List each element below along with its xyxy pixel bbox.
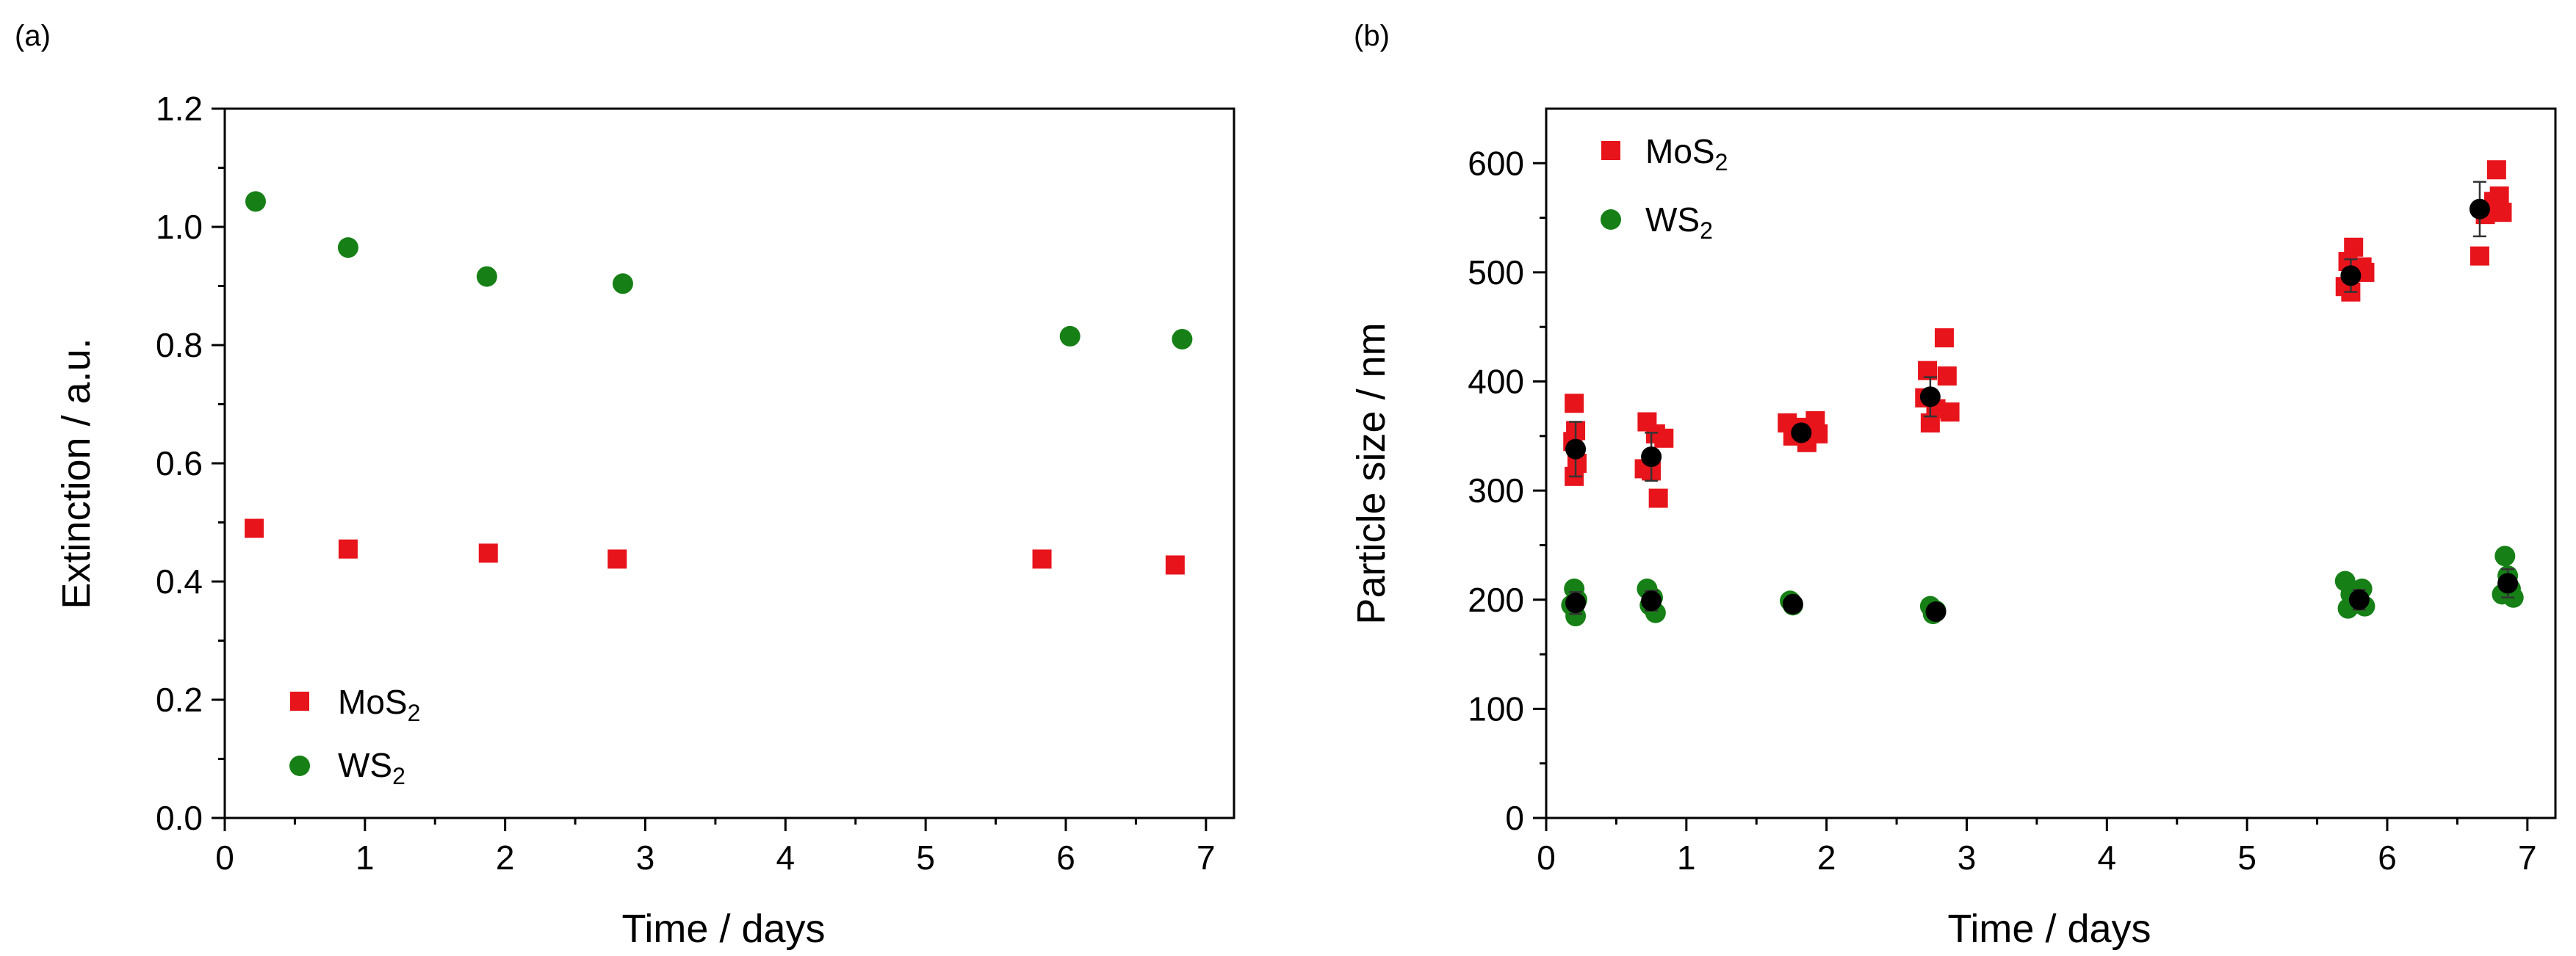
mean-point	[1641, 446, 1662, 468]
ws2-point	[245, 191, 266, 212]
panel-a-label: (a)	[15, 20, 51, 52]
panel-a-ylabel: Extinction / a.u.	[54, 338, 98, 609]
x-tick-label: 0	[1537, 839, 1556, 877]
x-tick-label: 6	[2378, 839, 2397, 877]
x-tick-label: 4	[776, 839, 795, 877]
mos2-point	[1654, 428, 1674, 448]
mos2-point	[1165, 555, 1185, 575]
mean-point	[1925, 601, 1947, 623]
y-tick-label: 1.2	[156, 90, 203, 128]
mos2-point	[1648, 488, 1668, 508]
panel-b-ylabel: Particle size / nm	[1349, 322, 1393, 624]
mean-point	[2340, 265, 2362, 286]
x-tick-label: 2	[496, 839, 515, 877]
mean-point	[2348, 589, 2370, 610]
legend-ws2-label: WS2	[1645, 200, 1713, 244]
y-tick-label: 0.8	[156, 326, 203, 364]
x-tick-label: 5	[2237, 839, 2256, 877]
mean-point	[1565, 438, 1587, 460]
y-tick-label: 300	[1468, 471, 1524, 510]
panel-a: (a) 0 1 2 3 4 5 6 7 0.0 0.2 0.4 0.6 0.8 1.0 1.2 Time /…	[15, 20, 1235, 951]
mean-point	[1565, 593, 1587, 614]
mean-point	[1641, 590, 1662, 612]
panel-a-plot: 0 1 2 3 4 5 6 7 0.0 0.2 0.4 0.6 0.8 1.0 1.2	[156, 90, 1235, 877]
x-tick-label: 3	[636, 839, 655, 877]
mos2-point	[2486, 160, 2506, 180]
x-tick-label: 1	[1677, 839, 1696, 877]
x-tick-label: 5	[916, 839, 935, 877]
y-tick-label: 0.0	[156, 799, 203, 837]
mos2-point	[2492, 203, 2512, 222]
x-tick-label: 4	[2098, 839, 2117, 877]
x-tick-label: 3	[1958, 839, 1977, 877]
panel-b-xlabel: Time / days	[1947, 907, 2151, 951]
mos2-point	[1032, 549, 1052, 569]
mos2-point	[1940, 402, 1960, 422]
y-tick-label: 0	[1505, 799, 1524, 837]
y-tick-label: 400	[1468, 363, 1524, 401]
x-tick-label: 0	[215, 839, 234, 877]
ws2-point	[1172, 328, 1193, 350]
y-tick-label: 500	[1468, 253, 1524, 291]
x-tick-label: 2	[1817, 839, 1836, 877]
mos2-point	[1565, 394, 1584, 413]
ws2-point	[1059, 325, 1080, 347]
panel-a-legend: MoS2 WS2	[289, 683, 420, 789]
mos2-point	[2469, 246, 2489, 266]
panel-b-plot: 0 1 2 3 4 5 6 7 0 100 200 300 400 500 600	[1468, 107, 2557, 877]
x-tick-label: 7	[1197, 839, 1216, 877]
ws2-point	[476, 266, 497, 287]
mean-point	[2469, 198, 2490, 220]
mean-point	[2497, 573, 2519, 594]
legend-mos2-marker	[290, 692, 309, 711]
legend-mos2-label: MoS2	[1645, 132, 1728, 175]
y-tick-label: 600	[1468, 144, 1524, 182]
mos2-point	[607, 549, 627, 569]
mos2-point	[478, 543, 498, 563]
ws2-point	[337, 237, 358, 258]
x-tick-label: 7	[2518, 839, 2537, 877]
legend-ws2-marker	[1601, 209, 1621, 230]
plot-frame	[1545, 107, 2557, 819]
y-tick-label: 1.0	[156, 208, 203, 246]
mos2-point	[245, 518, 264, 538]
panel-b-label: (b)	[1354, 20, 1390, 52]
x-tick-label: 1	[356, 839, 375, 877]
ws2-point	[2494, 546, 2516, 567]
y-tick-label: 200	[1468, 581, 1524, 619]
mos2-point	[338, 539, 358, 559]
legend-mos2-label: MoS2	[338, 683, 420, 726]
mos2-point	[1937, 366, 1957, 386]
y-tick-label: 0.6	[156, 444, 203, 482]
mean-point	[1791, 422, 1812, 443]
mean-point	[1782, 593, 1803, 615]
mos2-point	[1934, 328, 1954, 348]
mean-point	[1919, 386, 1941, 408]
y-tick-label: 100	[1468, 689, 1524, 728]
legend-ws2-marker	[289, 756, 310, 776]
panel-b-legend: MoS2 WS2	[1601, 132, 1728, 244]
legend-ws2-label: WS2	[338, 746, 405, 789]
legend-mos2-marker	[1601, 141, 1620, 160]
y-tick-label: 0.2	[156, 681, 203, 719]
ws2-point	[612, 273, 633, 294]
panel-a-xlabel: Time / days	[621, 907, 825, 951]
panel-b: (b) 0 1 2 3 4 5 6 7 0 100 200 300 400 500 600 Time / d…	[1349, 20, 2557, 951]
mos2-point	[2489, 186, 2509, 206]
mos2-point	[1808, 424, 1828, 443]
x-tick-label: 6	[1056, 839, 1075, 877]
y-tick-label: 0.4	[156, 562, 203, 601]
